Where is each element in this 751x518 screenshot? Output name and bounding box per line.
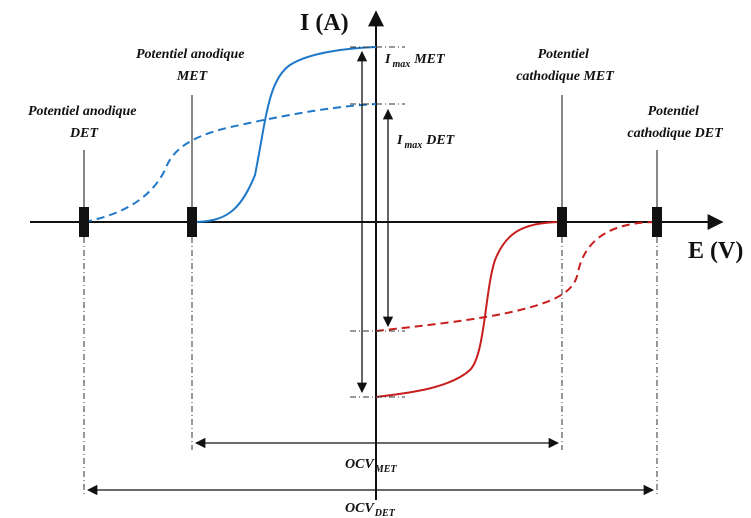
label-anodic-det: Potentiel anodique DET (28, 104, 140, 141)
x-axis-label: E (V) (688, 238, 743, 264)
cathodic-det-curve (375, 221, 658, 332)
guide-lines (83, 46, 658, 495)
marker-anodic-det (79, 207, 89, 237)
label-ocv-det: OCVDET (345, 501, 396, 518)
label-cathodic-det: Potentiel cathodique DET (627, 104, 724, 141)
marker-cathodic-det (652, 207, 662, 237)
label-anodic-met: Potentiel anodique MET (136, 47, 248, 84)
anodic-met-curve (191, 46, 377, 223)
marker-anodic-met (187, 207, 197, 237)
cathodic-met-curve (375, 221, 563, 398)
label-ocv-met: OCVMET (345, 457, 397, 475)
label-cathodic-met: Potentiel cathodique MET (516, 47, 615, 84)
y-axis-label: I (A) (300, 10, 349, 36)
marker-cathodic-met (557, 207, 567, 237)
anodic-det-curve (83, 103, 377, 223)
